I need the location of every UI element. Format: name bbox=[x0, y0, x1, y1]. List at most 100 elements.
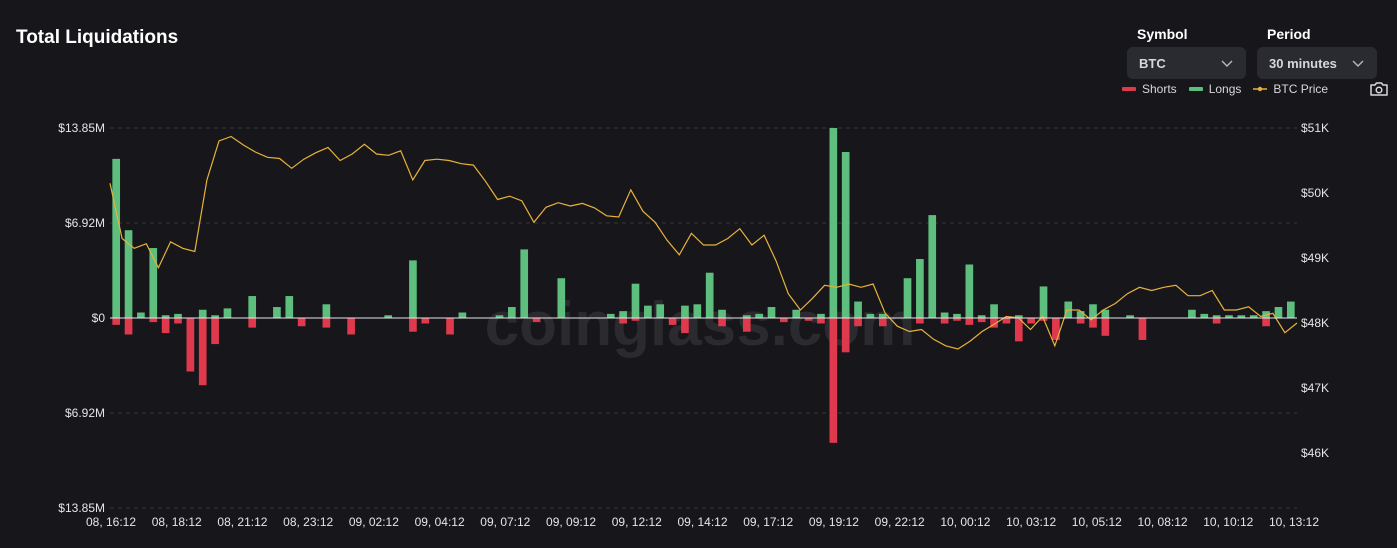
longs-bar[interactable] bbox=[1188, 309, 1196, 318]
longs-bar[interactable] bbox=[273, 307, 281, 318]
longs-bar[interactable] bbox=[1039, 286, 1048, 318]
shorts-bar[interactable] bbox=[124, 318, 133, 335]
shorts-bar[interactable] bbox=[817, 318, 825, 324]
longs-bar[interactable] bbox=[1249, 315, 1258, 318]
shorts-bar[interactable] bbox=[841, 318, 850, 353]
longs-bar[interactable] bbox=[508, 307, 516, 318]
longs-bar[interactable] bbox=[174, 313, 182, 318]
shorts-bar[interactable] bbox=[1076, 318, 1085, 324]
shorts-bar[interactable] bbox=[211, 318, 219, 345]
longs-bar[interactable] bbox=[878, 313, 887, 318]
shorts-bar[interactable] bbox=[174, 318, 182, 324]
longs-bar[interactable] bbox=[1101, 309, 1110, 318]
longs-bar[interactable] bbox=[854, 301, 862, 318]
longs-bar[interactable] bbox=[742, 315, 751, 318]
shorts-bar[interactable] bbox=[916, 318, 924, 324]
shorts-bar[interactable] bbox=[804, 318, 813, 321]
shorts-bar[interactable] bbox=[718, 318, 726, 327]
longs-bar[interactable] bbox=[990, 304, 998, 318]
shorts-bar[interactable] bbox=[953, 318, 961, 321]
longs-bar[interactable] bbox=[112, 158, 121, 318]
shorts-bar[interactable] bbox=[161, 318, 170, 334]
shorts-bar[interactable] bbox=[1014, 318, 1023, 342]
shorts-bar[interactable] bbox=[977, 318, 986, 323]
shorts-bar[interactable] bbox=[878, 318, 887, 327]
shorts-bar[interactable] bbox=[248, 318, 257, 328]
shorts-bar[interactable] bbox=[112, 318, 121, 325]
longs-bar[interactable] bbox=[458, 312, 467, 318]
legend-item-shorts[interactable]: Shorts bbox=[1122, 82, 1177, 96]
shorts-bar[interactable] bbox=[1027, 318, 1035, 324]
longs-bar[interactable] bbox=[124, 230, 133, 318]
shorts-bar[interactable] bbox=[1002, 318, 1011, 324]
longs-bar[interactable] bbox=[705, 272, 714, 318]
shorts-bar[interactable] bbox=[1101, 318, 1110, 336]
shorts-bar[interactable] bbox=[940, 318, 949, 324]
longs-bar[interactable] bbox=[149, 248, 158, 318]
longs-bar[interactable] bbox=[631, 283, 640, 318]
longs-bar[interactable] bbox=[557, 278, 566, 318]
longs-bar[interactable] bbox=[953, 313, 961, 318]
longs-bar[interactable] bbox=[718, 309, 726, 318]
longs-bar[interactable] bbox=[198, 309, 207, 318]
longs-bar[interactable] bbox=[681, 305, 689, 318]
longs-bar[interactable] bbox=[656, 304, 665, 318]
longs-bar[interactable] bbox=[619, 311, 627, 318]
longs-bar[interactable] bbox=[285, 296, 294, 318]
longs-bar[interactable] bbox=[841, 152, 850, 318]
period-select[interactable]: 30 minutes bbox=[1257, 47, 1377, 79]
longs-bar[interactable] bbox=[829, 128, 838, 318]
longs-bar[interactable] bbox=[903, 278, 912, 318]
longs-bar[interactable] bbox=[1274, 307, 1283, 318]
longs-bar[interactable] bbox=[693, 304, 702, 318]
shorts-bar[interactable] bbox=[681, 318, 689, 334]
longs-bar[interactable] bbox=[495, 315, 504, 318]
longs-bar[interactable] bbox=[817, 313, 825, 318]
shorts-bar[interactable] bbox=[198, 318, 207, 386]
longs-bar[interactable] bbox=[644, 305, 652, 318]
shorts-bar[interactable] bbox=[631, 318, 640, 321]
symbol-select[interactable]: BTC bbox=[1127, 47, 1246, 79]
shorts-bar[interactable] bbox=[1052, 318, 1060, 340]
longs-bar[interactable] bbox=[916, 259, 924, 318]
shorts-bar[interactable] bbox=[619, 318, 627, 324]
shorts-bar[interactable] bbox=[780, 318, 788, 323]
shorts-bar[interactable] bbox=[409, 318, 417, 332]
longs-bar[interactable] bbox=[161, 315, 170, 318]
longs-bar[interactable] bbox=[322, 304, 331, 318]
longs-bar[interactable] bbox=[248, 296, 257, 318]
shorts-bar[interactable] bbox=[297, 318, 306, 327]
shorts-bar[interactable] bbox=[1089, 318, 1097, 328]
longs-bar[interactable] bbox=[1225, 315, 1233, 318]
longs-bar[interactable] bbox=[223, 308, 232, 318]
longs-bar[interactable] bbox=[965, 264, 974, 318]
shorts-bar[interactable] bbox=[854, 318, 862, 327]
longs-bar[interactable] bbox=[1014, 315, 1023, 318]
shorts-bar[interactable] bbox=[347, 318, 355, 335]
longs-bar[interactable] bbox=[1212, 315, 1221, 318]
shorts-bar[interactable] bbox=[742, 318, 751, 332]
shorts-bar[interactable] bbox=[446, 318, 454, 335]
longs-bar[interactable] bbox=[1076, 311, 1085, 318]
legend-item-btc-price[interactable]: BTC Price bbox=[1253, 82, 1328, 96]
longs-bar[interactable] bbox=[866, 313, 875, 318]
longs-bar[interactable] bbox=[1200, 313, 1209, 318]
longs-bar[interactable] bbox=[767, 307, 776, 318]
shorts-bar[interactable] bbox=[532, 318, 541, 323]
longs-bar[interactable] bbox=[1286, 301, 1295, 318]
longs-bar[interactable] bbox=[137, 312, 145, 318]
camera-icon[interactable] bbox=[1369, 80, 1389, 98]
longs-bar[interactable] bbox=[1126, 315, 1134, 318]
longs-bar[interactable] bbox=[520, 249, 529, 318]
longs-bar[interactable] bbox=[606, 313, 615, 318]
shorts-bar[interactable] bbox=[1138, 318, 1147, 340]
longs-bar[interactable] bbox=[211, 315, 219, 318]
shorts-bar[interactable] bbox=[1262, 318, 1270, 327]
longs-bar[interactable] bbox=[755, 313, 763, 318]
shorts-bar[interactable] bbox=[421, 318, 430, 324]
longs-bar[interactable] bbox=[977, 315, 986, 318]
shorts-bar[interactable] bbox=[322, 318, 331, 328]
longs-bar[interactable] bbox=[384, 315, 393, 318]
longs-bar[interactable] bbox=[792, 309, 801, 318]
shorts-bar[interactable] bbox=[668, 318, 677, 325]
